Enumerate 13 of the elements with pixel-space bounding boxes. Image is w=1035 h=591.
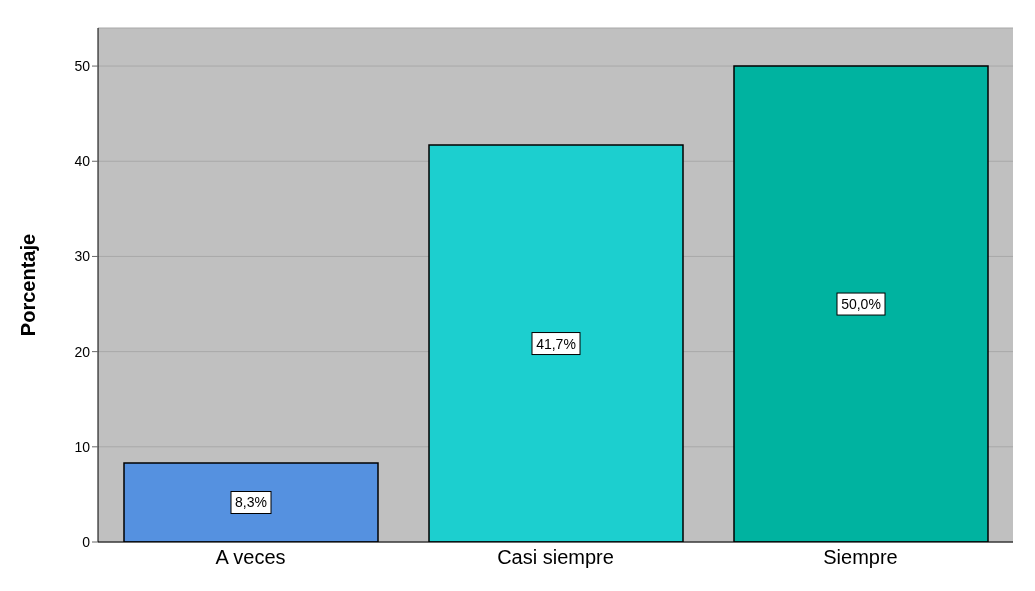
y-tick-label: 40: [74, 153, 91, 170]
x-tick-label: A veces: [215, 546, 286, 569]
data-label: 8,3%: [235, 494, 267, 511]
y-tick-label: 30: [74, 248, 91, 265]
y-tick-label: 10: [74, 438, 91, 455]
x-tick-label: Siempre: [823, 546, 898, 569]
data-label: 50,0%: [841, 296, 881, 313]
y-tick-label: 0: [82, 533, 91, 550]
data-label: 41,7%: [536, 335, 576, 352]
y-axis-title: Porcentaje: [17, 233, 40, 337]
y-tick-label: 20: [74, 343, 91, 360]
x-tick-label: Casi siempre: [497, 546, 614, 569]
y-tick-label: 50: [74, 58, 91, 75]
